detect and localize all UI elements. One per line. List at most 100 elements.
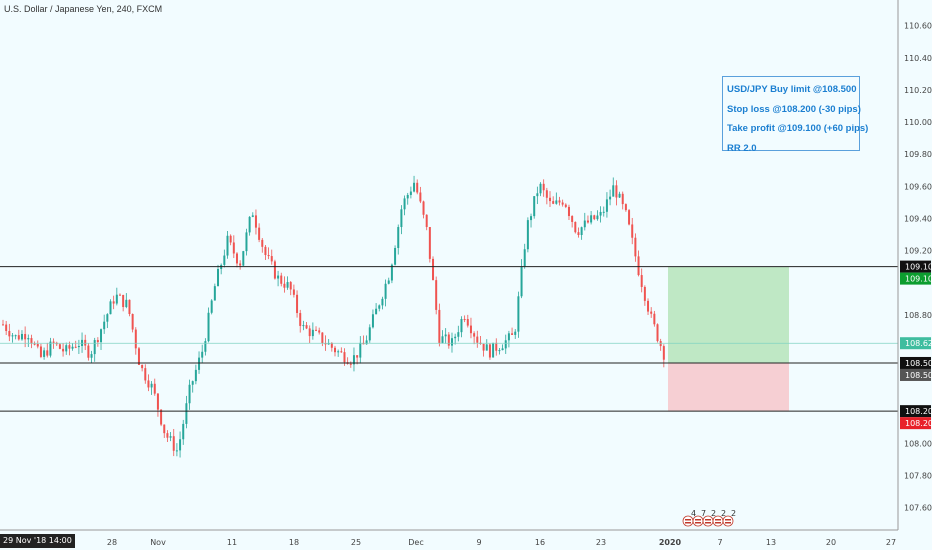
candle bbox=[68, 341, 71, 356]
candle bbox=[327, 339, 330, 345]
current-price-badge: 108.623 bbox=[900, 337, 932, 350]
candle bbox=[11, 333, 14, 343]
candle bbox=[283, 276, 286, 293]
candle bbox=[169, 431, 172, 442]
svg-text:2: 2 bbox=[731, 509, 736, 518]
time-tick-label: 28 bbox=[107, 538, 117, 547]
price-tick-label: 107.600 bbox=[904, 504, 932, 513]
candle bbox=[520, 259, 523, 299]
candle bbox=[277, 270, 280, 287]
candle bbox=[574, 221, 577, 234]
candle bbox=[473, 331, 476, 345]
candle bbox=[530, 213, 533, 228]
note-buy-limit: USD/JPY Buy limit @108.500 bbox=[727, 84, 857, 95]
candle bbox=[235, 252, 238, 268]
economic-event-flag-icon[interactable]: 7 bbox=[692, 509, 706, 527]
candle bbox=[653, 310, 656, 327]
svg-text:108.200: 108.200 bbox=[905, 407, 932, 416]
candle bbox=[137, 347, 140, 366]
candle bbox=[207, 307, 210, 343]
candle bbox=[267, 247, 270, 260]
candle bbox=[621, 191, 624, 210]
candle bbox=[318, 327, 321, 335]
economic-event-flag-icon[interactable]: 4 bbox=[682, 509, 696, 527]
candle bbox=[55, 341, 58, 347]
time-tick-label: 23 bbox=[596, 538, 606, 547]
candle bbox=[593, 214, 596, 221]
candle bbox=[419, 186, 422, 204]
candle bbox=[450, 332, 453, 353]
candle bbox=[504, 334, 507, 354]
candle bbox=[172, 428, 175, 457]
candle bbox=[210, 299, 213, 315]
candle bbox=[454, 333, 457, 345]
candle bbox=[30, 334, 33, 349]
candle bbox=[492, 342, 495, 358]
candle bbox=[457, 325, 460, 342]
price-tick-label: 108.800 bbox=[904, 311, 932, 320]
candle bbox=[432, 256, 435, 281]
time-tick-label: 2020 bbox=[659, 538, 682, 547]
candle bbox=[163, 424, 166, 438]
candle bbox=[229, 234, 232, 246]
candle bbox=[422, 200, 425, 219]
candle bbox=[308, 325, 311, 344]
candle bbox=[289, 280, 292, 296]
candle bbox=[62, 343, 65, 357]
note-risk-reward: RR 2.0 bbox=[727, 142, 757, 154]
candle bbox=[27, 334, 30, 347]
price-tick-label: 110.600 bbox=[904, 22, 932, 31]
take-profit-zone[interactable] bbox=[668, 266, 789, 363]
candle bbox=[381, 296, 384, 310]
candle bbox=[239, 260, 242, 270]
svg-text:108.200: 108.200 bbox=[905, 419, 932, 428]
candle bbox=[624, 203, 627, 212]
svg-text:108.500: 108.500 bbox=[905, 371, 932, 380]
candle bbox=[517, 291, 520, 338]
candle bbox=[144, 364, 147, 384]
time-tick-label: Dec bbox=[408, 538, 423, 547]
time-tick-label: 16 bbox=[535, 538, 545, 547]
candle bbox=[305, 322, 308, 330]
candle bbox=[175, 443, 178, 457]
svg-text:108.623: 108.623 bbox=[905, 339, 932, 348]
candle bbox=[650, 307, 653, 318]
time-tick-label: 18 bbox=[289, 538, 299, 547]
candle bbox=[315, 326, 318, 332]
candle bbox=[188, 379, 191, 410]
candle bbox=[561, 199, 564, 207]
take-profit-level-badge: 109.100 bbox=[900, 260, 932, 273]
candle bbox=[340, 347, 343, 353]
candle bbox=[334, 345, 336, 357]
stop-loss-zone[interactable] bbox=[668, 362, 789, 412]
candle bbox=[77, 339, 80, 354]
candle bbox=[264, 244, 267, 261]
candle bbox=[403, 195, 406, 216]
candle bbox=[242, 250, 245, 267]
candle bbox=[618, 191, 621, 198]
candle bbox=[14, 334, 17, 340]
candle bbox=[65, 342, 68, 355]
candle bbox=[552, 196, 555, 205]
candle bbox=[251, 212, 254, 218]
economic-event-flag-icon[interactable]: 2 bbox=[722, 509, 736, 527]
candle bbox=[628, 209, 631, 226]
price-tick-label: 110.000 bbox=[904, 118, 932, 127]
candle bbox=[128, 299, 131, 317]
candle bbox=[71, 343, 74, 351]
buy-limit-level-badge: 108.500 bbox=[900, 356, 932, 369]
candle bbox=[498, 348, 501, 355]
candle bbox=[352, 347, 355, 372]
candle bbox=[523, 243, 526, 269]
candle bbox=[406, 192, 409, 205]
svg-text:7: 7 bbox=[701, 509, 706, 518]
candle bbox=[118, 293, 121, 296]
candle bbox=[413, 175, 416, 193]
trade-note[interactable]: USD/JPY Buy limit @108.500 Stop loss @10… bbox=[722, 76, 868, 154]
candle bbox=[416, 179, 419, 195]
candle bbox=[662, 344, 665, 368]
candle bbox=[43, 347, 46, 360]
